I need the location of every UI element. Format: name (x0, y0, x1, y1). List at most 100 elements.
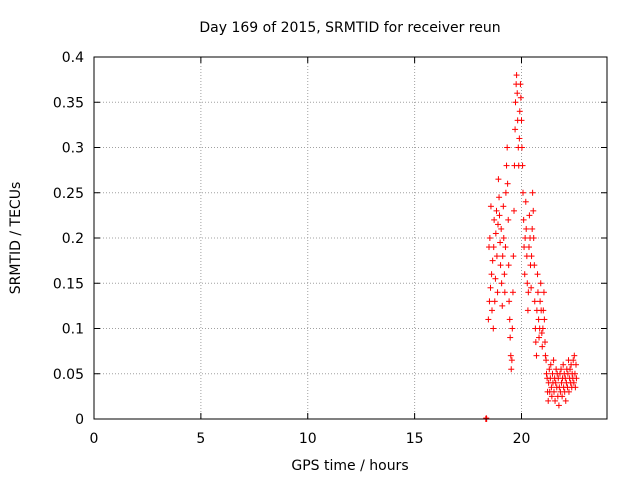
x-tick-label: 15 (406, 431, 424, 447)
data-point (519, 189, 526, 196)
data-point (562, 397, 569, 404)
y-tick-label: 0.25 (53, 186, 84, 202)
grid-lines (94, 57, 607, 419)
data-point (493, 207, 500, 214)
data-point (493, 253, 500, 260)
chart-title: Day 169 of 2015, SRMTID for receiver reu… (199, 20, 500, 36)
data-point (525, 244, 532, 251)
data-point (499, 302, 506, 309)
data-point (509, 325, 516, 332)
data-point (572, 384, 579, 391)
data-point (550, 357, 557, 364)
data-point (506, 298, 513, 305)
data-point (504, 180, 511, 187)
x-tick-label: 0 (90, 431, 99, 447)
data-point (545, 397, 552, 404)
y-tick-label: 0.1 (62, 322, 84, 338)
data-point (542, 352, 549, 359)
data-point (522, 198, 529, 205)
data-point (533, 352, 540, 359)
data-point (488, 271, 495, 278)
data-point (534, 271, 541, 278)
data-point (532, 339, 539, 346)
y-tick-labels: 0 0.05 0.1 0.15 0.2 0.25 0.3 0.35 0.4 (53, 50, 84, 428)
data-point (565, 388, 572, 395)
data-point (518, 117, 525, 124)
data-point (539, 325, 546, 332)
data-point (500, 235, 507, 241)
data-point (497, 239, 504, 246)
data-point (570, 357, 577, 364)
data-point (535, 316, 542, 323)
data-point (496, 194, 503, 201)
data-point (505, 216, 512, 223)
data-point (487, 203, 494, 210)
data-point (567, 366, 574, 373)
data-point (491, 216, 498, 223)
x-tick-labels: 0 5 10 15 20 (90, 431, 531, 447)
data-points (482, 72, 580, 422)
data-point (537, 298, 544, 305)
data-point (539, 343, 546, 350)
data-point (509, 289, 516, 296)
data-point (501, 289, 508, 296)
data-point (497, 262, 504, 269)
data-point (508, 366, 515, 373)
data-point (512, 126, 519, 133)
x-tick-label: 20 (513, 431, 531, 447)
data-point (486, 235, 493, 241)
data-point (518, 144, 525, 151)
data-point (555, 402, 562, 409)
y-tick-label: 0 (75, 412, 84, 428)
data-point (560, 361, 567, 368)
data-point (541, 316, 548, 323)
data-point (536, 334, 543, 341)
data-point (519, 162, 526, 169)
data-point (485, 316, 492, 323)
data-point (540, 307, 547, 314)
data-point (503, 162, 510, 169)
data-point (494, 289, 501, 296)
data-point (529, 189, 536, 196)
data-point (528, 253, 535, 260)
data-point (531, 262, 538, 269)
data-point (507, 334, 514, 341)
x-axis-label: GPS time / hours (291, 458, 408, 474)
data-point (502, 244, 509, 251)
data-point (491, 298, 498, 305)
data-point (547, 361, 554, 368)
x-tick-label: 10 (299, 431, 317, 447)
axis-ticks (93, 56, 607, 420)
data-point (511, 207, 518, 214)
data-point (504, 144, 511, 151)
data-point (571, 370, 578, 377)
data-point (573, 361, 580, 368)
data-point (559, 393, 566, 400)
data-point (552, 379, 559, 386)
data-point (524, 280, 531, 287)
data-point (528, 284, 535, 291)
data-point (537, 280, 544, 287)
data-point (498, 225, 505, 232)
data-point (486, 298, 493, 305)
x-tick-label: 5 (196, 431, 205, 447)
data-point (492, 275, 499, 282)
data-point (498, 280, 505, 287)
data-point (570, 379, 577, 386)
data-point (506, 316, 513, 323)
data-point (530, 235, 537, 241)
data-point (514, 90, 521, 97)
data-point (517, 94, 524, 101)
y-tick-label: 0.2 (62, 231, 84, 247)
y-axis-label: SRMTID / TECUs (8, 182, 24, 295)
data-point (500, 203, 507, 210)
y-tick-label: 0.05 (53, 367, 84, 383)
data-point (552, 397, 559, 404)
data-point (494, 221, 501, 228)
data-point (543, 370, 550, 377)
data-point (516, 135, 523, 142)
data-point (520, 216, 527, 223)
data-point (550, 388, 557, 395)
data-point (526, 212, 533, 219)
